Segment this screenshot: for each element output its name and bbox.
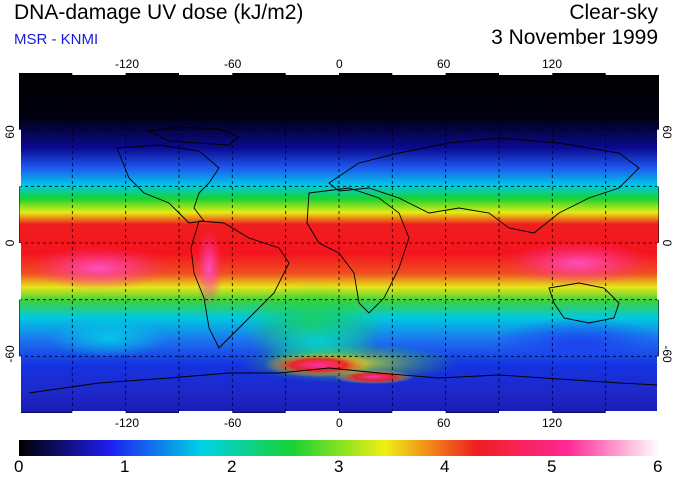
lat-tick-left: 60 [3,125,17,139]
colorbar-label: 3 [334,457,344,476]
date-label: 3 November 1999 [491,26,658,49]
coastlines [28,126,659,394]
lat-tick-right: 60 [660,125,674,139]
colorbar-label: 4 [440,457,450,476]
lat-tick-right: 0 [660,239,674,247]
lat-tick-left: -60 [3,345,17,363]
map-title: DNA-damage UV dose (kJ/m2) [14,1,304,24]
colorbar-label: 1 [120,457,130,476]
lon-tick-bottom: -120 [115,416,140,430]
lat-tick-left: 0 [3,239,17,247]
lon-tick-bottom: 0 [336,416,343,430]
map-frame-border [19,73,659,413]
uv-field-anomalies [29,228,659,384]
colorbar-label: 2 [227,457,237,476]
lon-tick-bottom: -60 [224,416,242,430]
lon-tick-bottom: 60 [437,416,451,430]
colorbar-label: 0 [14,457,24,476]
lon-tick-bottom: 120 [542,416,563,430]
lon-tick-top: -60 [224,57,242,71]
lon-tick-top: -120 [115,57,140,71]
lon-tick-top: 0 [336,57,343,71]
lon-tick-top: 120 [542,57,563,71]
lon-tick-top: 60 [437,57,451,71]
graticule [19,73,659,413]
colorbar [19,440,659,456]
colorbar-gradient [19,440,659,456]
uv-dose-map [19,73,659,413]
colorbar-label: 5 [547,457,557,476]
colorbar-label: 6 [653,457,663,476]
sky-condition-label: Clear-sky [569,1,658,24]
source-label: MSR - KNMI [14,31,99,48]
lat-tick-right: -60 [660,345,674,363]
